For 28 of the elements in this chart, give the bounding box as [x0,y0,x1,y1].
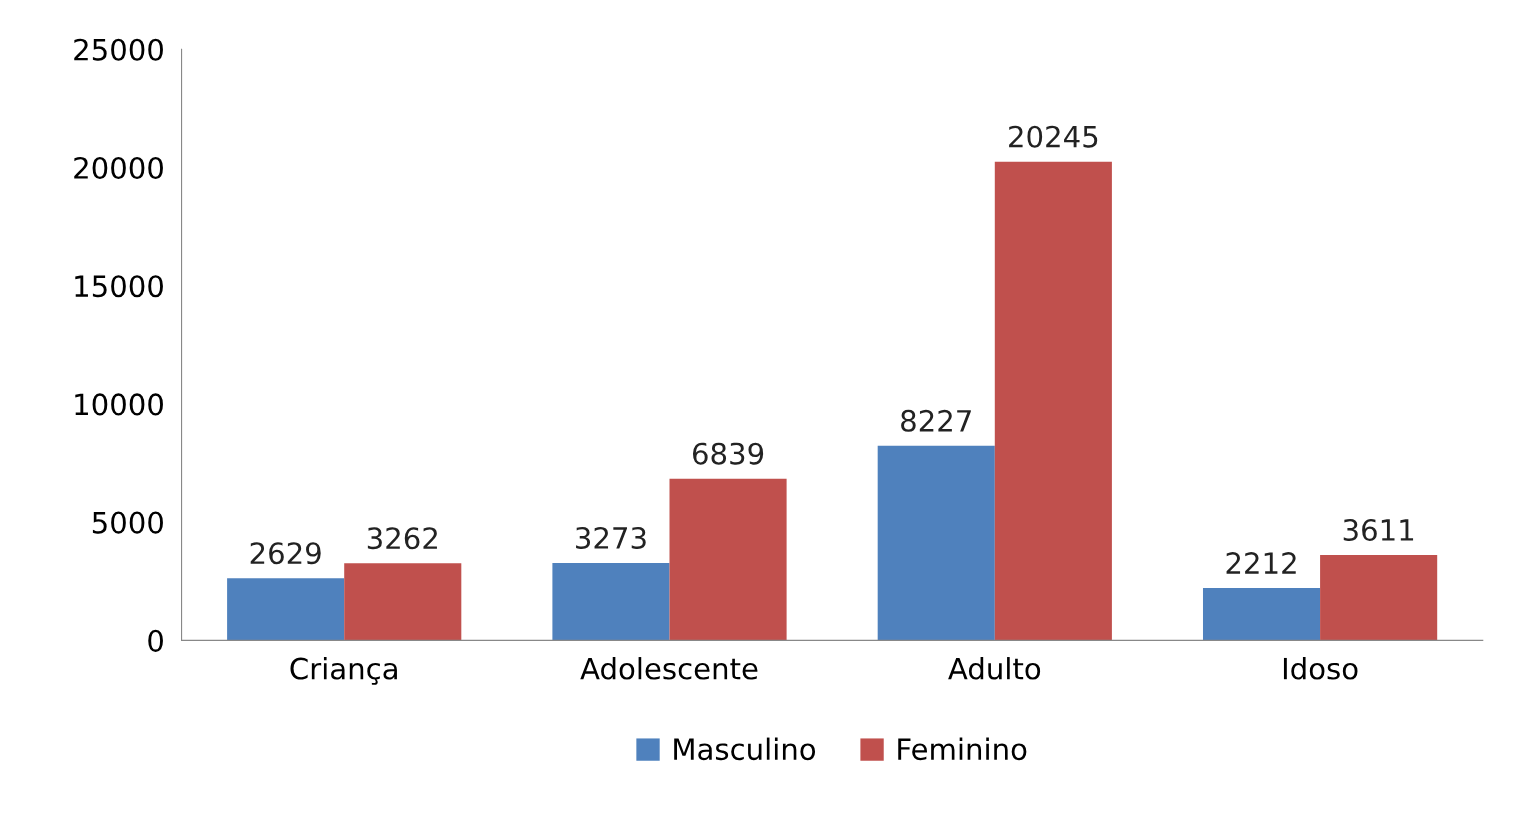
y-tick-label: 25000 [74,38,163,61]
data-label: 6839 [692,442,764,465]
data-label: 8227 [901,409,971,432]
data-label: 2212 [1226,552,1296,574]
data-label: 3273 [576,526,646,550]
x-tick-label: Adulto [948,657,1041,680]
y-tick-label: 5000 [92,511,163,534]
x-tick-label: Idoso [1283,657,1358,680]
bar [669,478,787,641]
bar [994,161,1112,641]
bar [1202,588,1321,641]
x-tick-label: Criança [290,657,397,685]
data-label: 20245 [1009,125,1098,148]
y-tick-label: 15000 [75,275,163,298]
bar [552,562,670,641]
data-label: 2629 [250,542,321,565]
x-tick-label: Adolescente [580,657,758,680]
legend-label: Feminino [898,737,1027,761]
legend-label: Masculino [674,737,816,761]
bar [344,563,462,641]
bar [227,578,345,641]
bar [877,445,995,641]
data-label: 3262 [367,527,437,550]
y-tick-label: 10000 [75,393,163,416]
y-tick-label: 20000 [74,156,163,179]
bar [1320,555,1438,641]
y-tick-label: 0 [148,629,163,652]
data-label: 3611 [1343,518,1414,542]
